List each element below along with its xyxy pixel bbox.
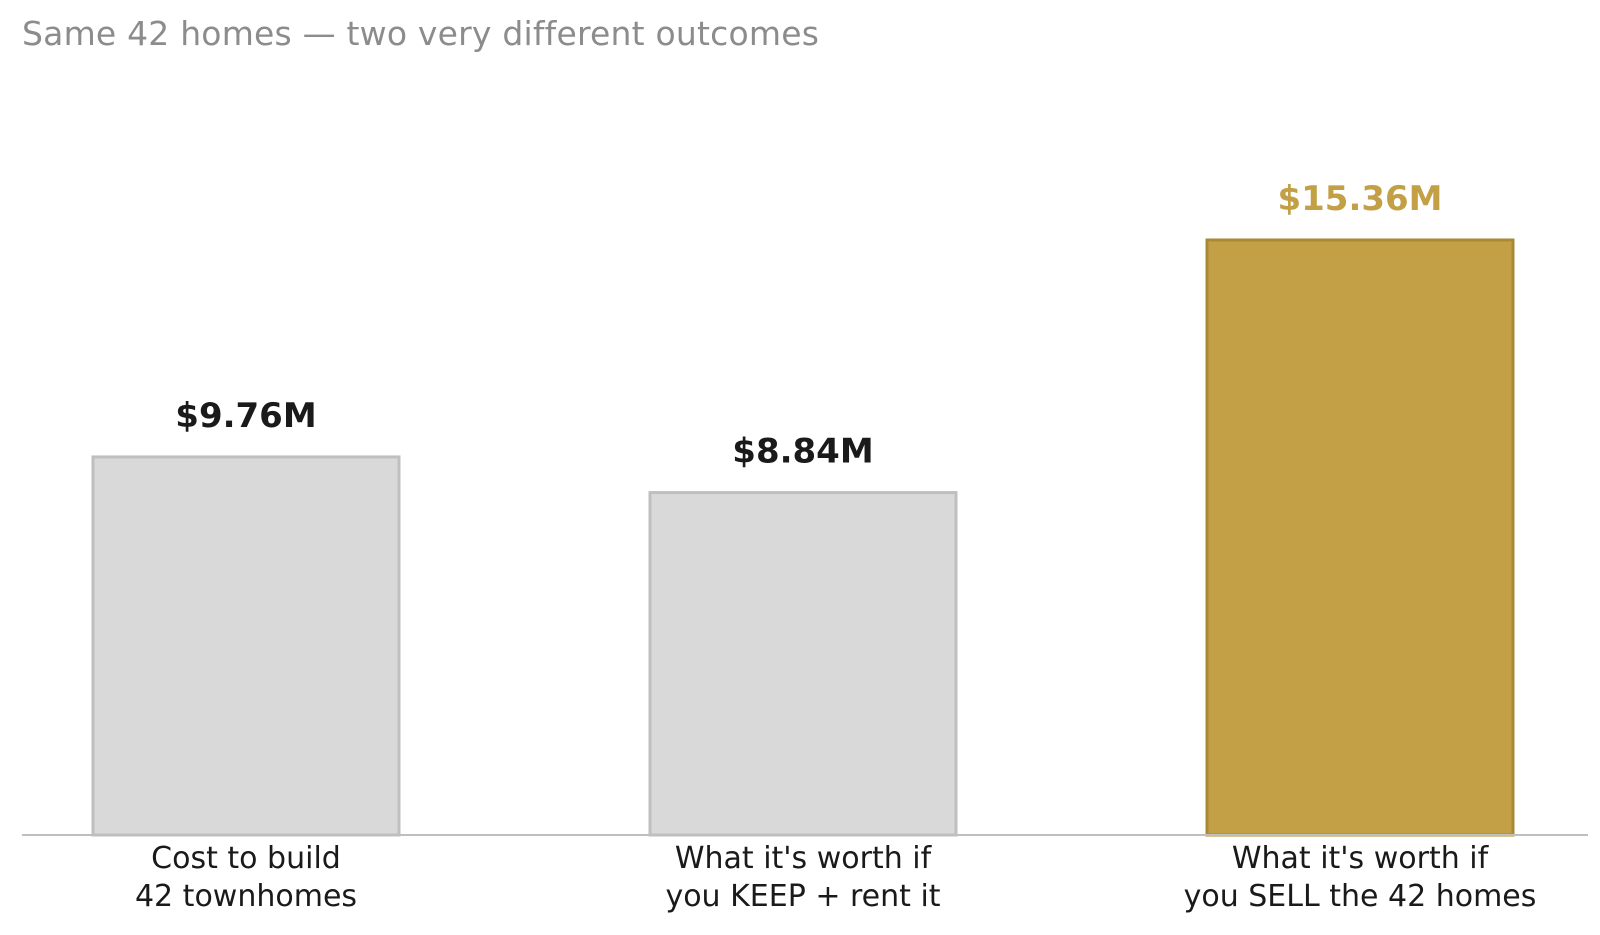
category-label-line: 42 townhomes xyxy=(135,879,357,914)
category-label-line: Cost to build xyxy=(151,841,341,876)
category-label-3: What it's worth if you SELL the 42 homes xyxy=(1184,841,1537,914)
value-labels-layer: $9.76M $8.84M $15.36M xyxy=(175,179,1442,472)
category-label-1: Cost to build 42 townhomes xyxy=(135,841,357,914)
bar-1 xyxy=(91,455,401,837)
chart-title: Same 42 homes — two very different outco… xyxy=(22,14,820,53)
bar-2 xyxy=(648,491,958,837)
category-label-line: What it's worth if xyxy=(1232,841,1490,876)
category-label-2: What it's worth if you KEEP + rent it xyxy=(665,841,940,914)
category-label-line: you KEEP + rent it xyxy=(665,879,940,914)
category-label-line: you SELL the 42 homes xyxy=(1184,879,1537,914)
category-label-line: What it's worth if xyxy=(675,841,933,876)
bars-layer xyxy=(91,238,1515,837)
value-label-1: $9.76M xyxy=(175,396,316,436)
value-label-3: $15.36M xyxy=(1277,179,1442,219)
value-label-2: $8.84M xyxy=(732,432,873,472)
category-labels-layer: Cost to build 42 townhomes What it's worth… xyxy=(135,841,1536,914)
bar-3 xyxy=(1205,238,1515,837)
